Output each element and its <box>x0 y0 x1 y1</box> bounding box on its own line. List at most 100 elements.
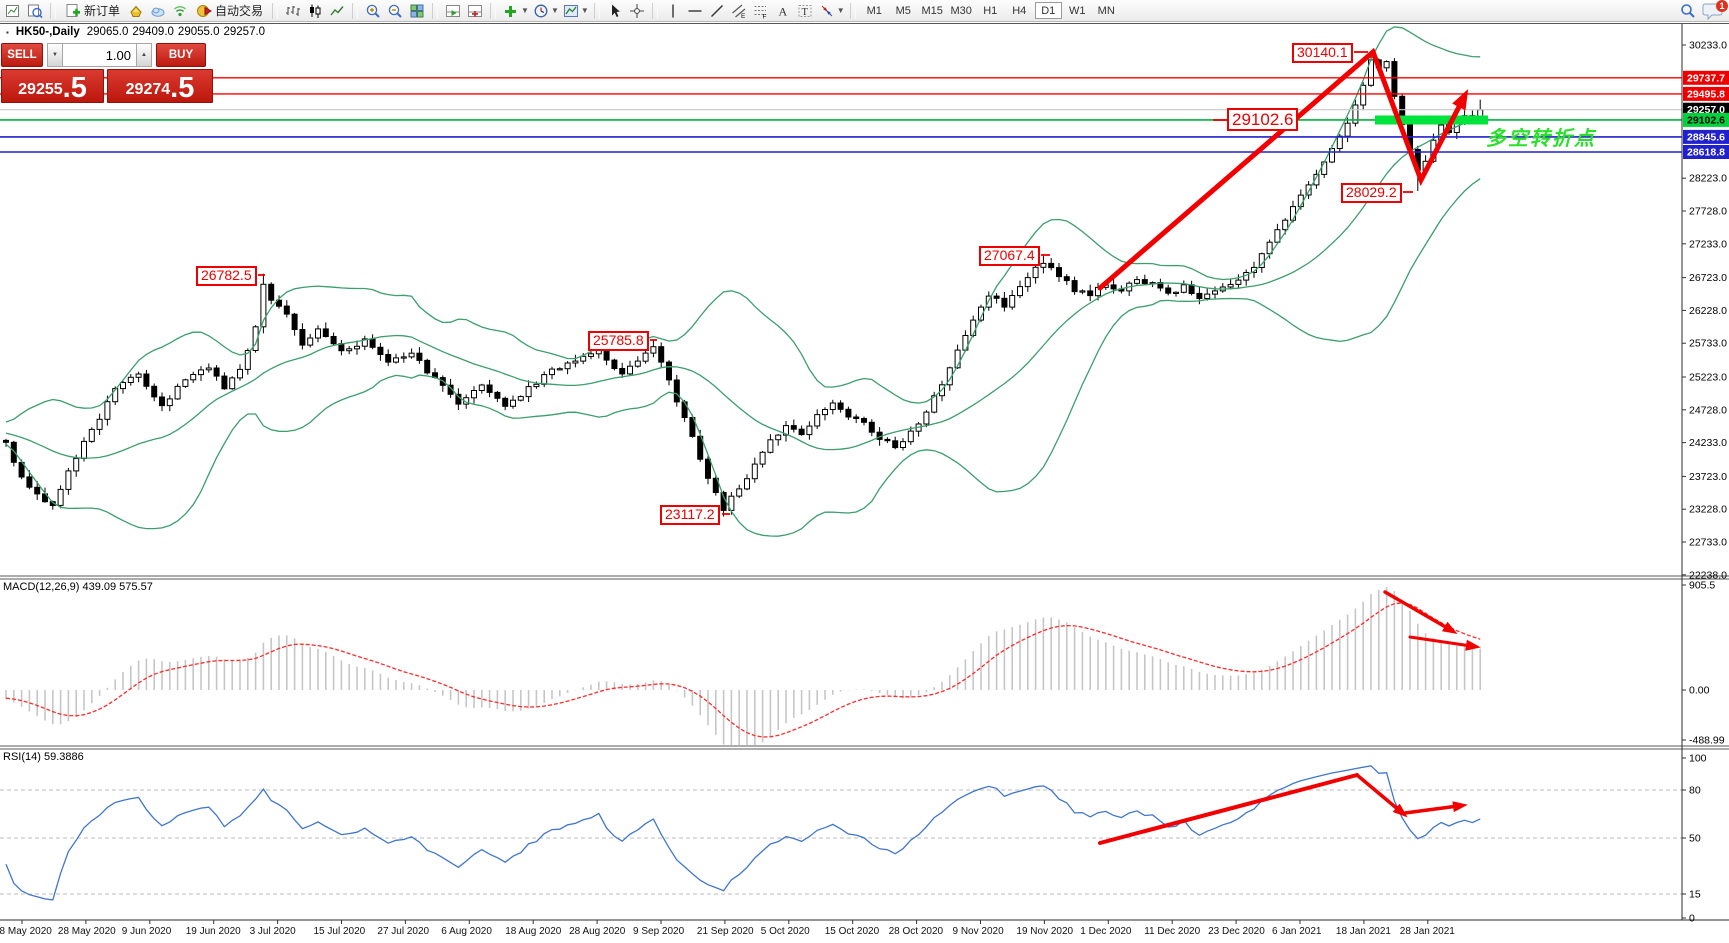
trend-arrow[interactable] <box>1383 590 1451 631</box>
axis-label: 29495.8 <box>1687 88 1725 100</box>
fibonacci-tool-icon[interactable]: F <box>751 2 771 20</box>
line-chart-icon[interactable] <box>327 2 347 20</box>
volume-decrease-button[interactable]: ▼ <box>47 43 63 67</box>
price-annotation-box[interactable]: 23117.2 <box>660 505 720 525</box>
arrow-head <box>1465 639 1481 651</box>
dropdown-arrow-icon[interactable]: ▼ <box>521 6 529 15</box>
zoom-in-icon[interactable] <box>363 2 383 20</box>
price-annotation-box[interactable]: 29102.6 <box>1227 108 1299 132</box>
tf-button-h4[interactable]: H4 <box>1006 2 1033 19</box>
channel-tool-icon[interactable]: E <box>729 2 749 20</box>
ohlc-close: 29257.0 <box>223 26 266 38</box>
price-annotation-box[interactable]: 25785.8 <box>588 331 649 351</box>
tf-button-m30[interactable]: M30 <box>948 2 975 19</box>
candle-bull <box>1009 295 1016 308</box>
macd-label: MACD(12,26,9) 439.09 575.57 <box>3 581 153 593</box>
volume-increase-button[interactable]: ▲ <box>136 43 152 67</box>
candle-bull <box>923 411 930 425</box>
candle-bull <box>354 345 360 350</box>
dropdown-arrow-icon[interactable]: ▼ <box>550 6 559 15</box>
candle-bull <box>1282 219 1289 231</box>
toolbar-separator <box>651 2 658 19</box>
tf-button-m1[interactable]: M1 <box>861 2 888 19</box>
candle-bear <box>1165 287 1172 294</box>
candle-bull <box>829 402 836 410</box>
cursor-icon[interactable] <box>605 2 625 20</box>
text-tool-icon[interactable]: A <box>773 2 793 20</box>
autotrade-button[interactable]: 自动交易 <box>192 2 267 20</box>
price-annotation-box[interactable]: 26782.5 <box>196 266 257 286</box>
tile-windows-icon[interactable] <box>407 2 427 20</box>
candle-bull <box>252 326 259 351</box>
dropdown-arrow-icon[interactable]: ▼ <box>580 6 589 15</box>
candlestick-chart-icon[interactable] <box>305 2 325 20</box>
axis-label: 26228.0 <box>1689 305 1727 317</box>
add-indicator-icon[interactable] <box>501 2 521 20</box>
tf-button-m15[interactable]: M15 <box>919 2 946 19</box>
tf-button-mn[interactable]: MN <box>1093 2 1120 19</box>
tf-button-m5[interactable]: M5 <box>890 2 917 19</box>
trend-highlight-bar[interactable] <box>1375 115 1488 125</box>
candle-bear <box>666 361 672 381</box>
buy-button[interactable]: BUY <box>156 43 206 67</box>
candle-bull <box>182 379 189 387</box>
shapes-tool-icon[interactable] <box>817 2 837 20</box>
candle-bull <box>541 374 548 385</box>
horizontal-line-tool-icon[interactable] <box>685 2 705 20</box>
toolbar-separator <box>490 2 497 19</box>
axis-label: 28223.0 <box>1689 173 1727 185</box>
buy-price-frac: .5 <box>170 72 195 104</box>
time-axis-label: 15 Oct 2020 <box>825 926 880 937</box>
styler-bucket-icon[interactable] <box>126 2 146 20</box>
autotrade-label: 自动交易 <box>215 4 264 18</box>
chart-window-icon[interactable] <box>3 2 23 20</box>
cloud-icon[interactable] <box>148 2 168 20</box>
sell-button[interactable]: SELL <box>1 43 43 67</box>
bar-chart-icon[interactable] <box>283 2 303 20</box>
trend-arrow[interactable] <box>1403 804 1460 815</box>
period-clock-icon[interactable] <box>531 2 551 20</box>
text-label-tool-icon[interactable]: T <box>795 2 815 20</box>
signal-icon[interactable] <box>170 2 190 20</box>
axis-label: 28845.6 <box>1687 131 1725 143</box>
price-annotation-box[interactable]: 27067.4 <box>979 246 1040 266</box>
new-order-button[interactable]: 新订单 <box>61 2 124 20</box>
toolbar-separator <box>352 2 359 19</box>
candle-bull <box>112 388 119 403</box>
candle-bear <box>10 441 17 463</box>
tf-button-w1[interactable]: W1 <box>1064 2 1091 19</box>
dropdown-arrow-icon[interactable]: ▼ <box>836 6 845 15</box>
tf-button-d1[interactable]: D1 <box>1034 2 1062 19</box>
trendline-tool-icon[interactable] <box>707 2 727 20</box>
volume-input[interactable] <box>63 43 136 67</box>
chart-title: ▪ HK50-,Daily 29065.0 29409.0 29055.0 29… <box>6 26 265 38</box>
indicator-window-icon[interactable] <box>443 2 463 20</box>
sell-price-display[interactable]: 29255.5 <box>1 69 104 103</box>
rsi-rise-line[interactable] <box>1098 773 1359 845</box>
vertical-line-tool-icon[interactable] <box>663 2 683 20</box>
candle-bull <box>783 425 789 436</box>
crosshair-icon[interactable] <box>627 2 647 20</box>
svg-text:A: A <box>778 4 787 18</box>
trend-arrow[interactable] <box>1355 773 1402 813</box>
axis-label: 0 <box>1689 913 1695 925</box>
template-icon[interactable] <box>561 2 581 20</box>
zoom-out-icon[interactable] <box>385 2 405 20</box>
search-icon[interactable] <box>1678 2 1698 20</box>
time-axis-label: 18 May 2020 <box>0 926 52 937</box>
chart-preview-icon[interactable] <box>25 2 45 20</box>
trend-arrow[interactable] <box>1408 635 1473 648</box>
time-axis-label: 9 Jun 2020 <box>122 926 172 937</box>
tf-button-h1[interactable]: H1 <box>977 2 1004 19</box>
price-trend-zigzag[interactable] <box>1097 47 1465 291</box>
toolbar-separator <box>272 2 279 19</box>
candle-bull <box>198 369 204 376</box>
add-indicator-window-icon[interactable] <box>465 2 485 20</box>
axis-label: 26723.0 <box>1689 272 1727 284</box>
notifications-button[interactable]: 1 <box>1702 0 1728 20</box>
price-annotation-box[interactable]: 28029.2 <box>1341 183 1402 203</box>
macd-layer <box>5 587 1481 745</box>
price-annotation-box[interactable]: 30140.1 <box>1292 43 1353 63</box>
buy-price-display[interactable]: 29274.5 <box>107 69 213 103</box>
